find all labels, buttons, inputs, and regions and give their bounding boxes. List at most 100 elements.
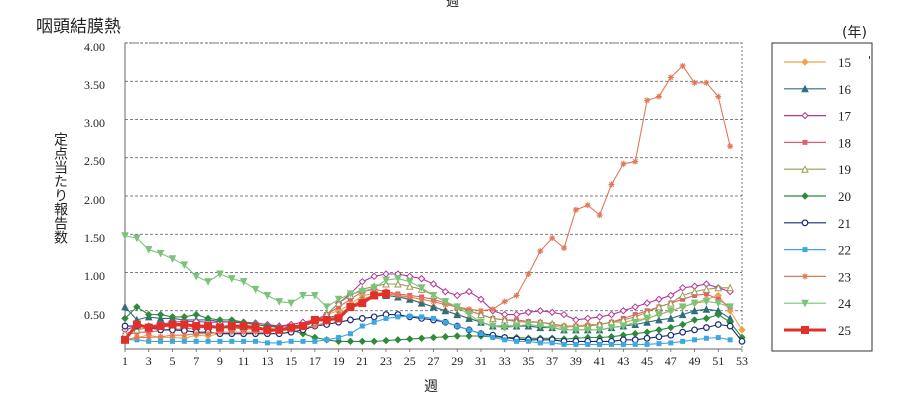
data-point: [394, 336, 402, 344]
data-point: [690, 306, 699, 315]
x-tick-label: 1: [122, 354, 128, 368]
data-point: [801, 58, 809, 66]
data-point: [548, 324, 556, 332]
data-point: [465, 311, 473, 319]
data-point: [382, 270, 390, 278]
data-point: [595, 326, 604, 334]
data-point: [678, 284, 687, 292]
series-line: [124, 65, 731, 341]
data-point: [168, 320, 177, 329]
data-point: [441, 306, 450, 315]
data-point: [146, 338, 152, 344]
data-point: [205, 338, 211, 344]
data-point: [536, 322, 545, 331]
data-point: [573, 341, 579, 347]
x-tick-label: 45: [641, 354, 653, 368]
data-point: [500, 324, 509, 332]
data-point: [607, 324, 616, 332]
data-point: [228, 329, 235, 336]
data-point: [691, 79, 698, 86]
data-point: [655, 295, 663, 303]
legend-item-16: 16: [784, 82, 852, 97]
data-point: [691, 326, 698, 334]
data-point: [703, 324, 710, 331]
data-point: [702, 298, 711, 306]
data-point: [655, 326, 663, 334]
x-tick-label: 11: [238, 354, 250, 368]
data-point: [169, 332, 176, 339]
data-point: [453, 332, 461, 340]
data-point: [537, 340, 543, 346]
x-tick-label: 23: [380, 354, 392, 368]
data-point: [275, 298, 284, 306]
data-point: [620, 341, 626, 347]
data-point: [168, 313, 177, 321]
legend-item-19: 19: [784, 162, 851, 177]
legend-item-25: 25: [784, 323, 851, 338]
data-point: [465, 332, 473, 340]
data-point: [419, 314, 425, 320]
data-point: [370, 284, 378, 292]
x-tick-label: 37: [546, 354, 558, 368]
data-point: [514, 338, 520, 344]
data-point: [144, 246, 153, 254]
data-point: [263, 291, 272, 300]
data-point: [524, 321, 533, 329]
data-point: [180, 320, 189, 329]
data-point: [239, 322, 248, 331]
data-point: [251, 285, 260, 294]
x-tick-label: 19: [333, 354, 345, 368]
data-point: [525, 271, 532, 278]
data-point: [692, 292, 698, 298]
data-point: [370, 291, 379, 300]
legend-item-20: 20: [784, 189, 851, 204]
data-point: [802, 273, 808, 280]
data-point: [561, 341, 567, 347]
legend-label: 17: [838, 109, 852, 124]
legend-label: 19: [838, 162, 851, 177]
x-tick-label: 41: [594, 354, 606, 368]
data-point: [405, 278, 414, 286]
stray-mark: ': [868, 54, 872, 67]
data-point: [619, 322, 628, 331]
data-point: [702, 285, 711, 293]
data-point: [678, 291, 687, 299]
data-point: [275, 325, 284, 334]
data-point: [204, 278, 212, 286]
data-point: [679, 328, 687, 336]
data-point: [738, 337, 746, 345]
data-point: [714, 299, 723, 308]
x-tick-label: 15: [285, 354, 297, 368]
data-point: [513, 292, 520, 299]
series-24: [121, 232, 734, 334]
data-point: [180, 261, 189, 269]
data-point: [336, 335, 342, 341]
data-point: [300, 338, 306, 344]
data-point: [549, 235, 556, 242]
data-point: [715, 335, 721, 341]
data-point: [631, 336, 639, 344]
data-point: [216, 316, 224, 324]
data-point: [311, 323, 318, 330]
legend-label: 25: [838, 323, 851, 338]
data-point: [644, 341, 650, 347]
data-point: [678, 310, 687, 319]
data-point: [215, 323, 224, 332]
legend-item-15: 15: [784, 55, 851, 70]
data-point: [298, 322, 307, 331]
data-point: [607, 310, 616, 319]
x-tick-label: 7: [193, 354, 199, 368]
data-point: [512, 322, 521, 331]
data-point: [192, 310, 200, 319]
data-point: [801, 192, 809, 200]
data-point: [643, 299, 651, 307]
data-point: [133, 234, 141, 243]
data-point: [359, 323, 365, 329]
data-point: [561, 245, 568, 252]
data-point: [572, 206, 579, 213]
data-point: [204, 314, 212, 323]
data-point: [334, 314, 343, 323]
data-point: [322, 315, 331, 324]
data-point: [666, 298, 675, 307]
legend-label: 23: [838, 269, 851, 284]
